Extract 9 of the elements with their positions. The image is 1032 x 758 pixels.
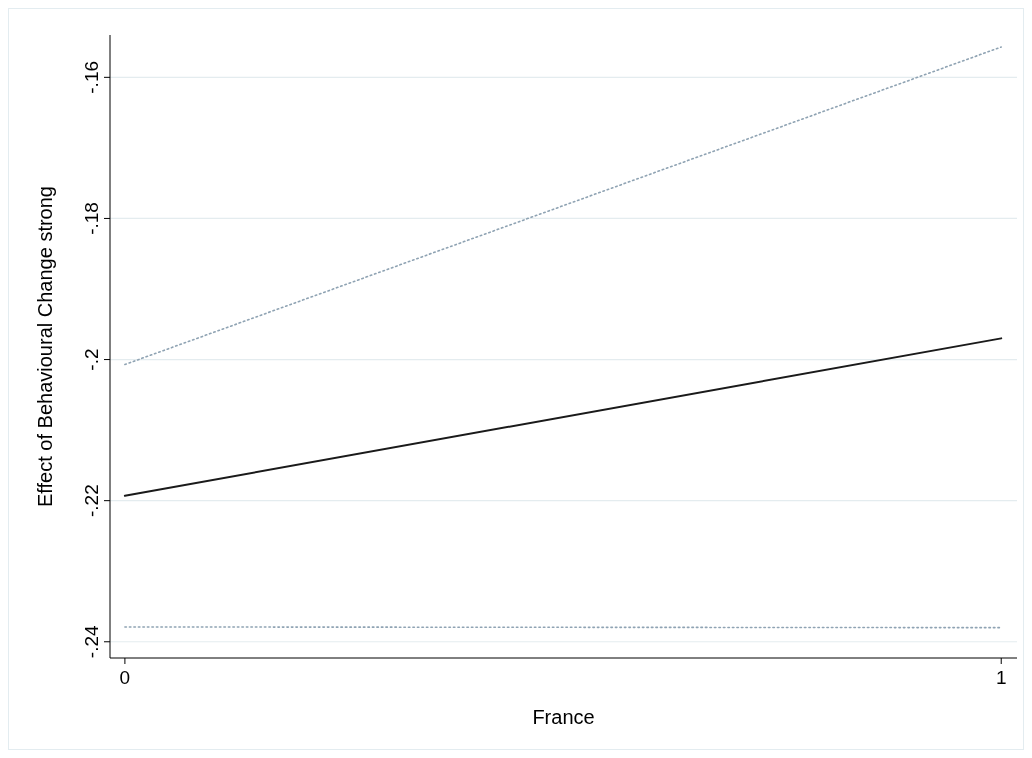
y-tick-label: -.2 [81, 348, 102, 371]
x-tick-label: 0 [119, 667, 131, 688]
x-axis-title: France [532, 706, 595, 728]
y-tick-label: -.18 [81, 202, 102, 235]
y-axis-title: Effect of Behavioural Change strong [34, 186, 56, 507]
y-tick-label: -.22 [81, 484, 102, 518]
y-tick-label: -.16 [81, 60, 102, 94]
y-tick-label: -.24 [81, 624, 102, 659]
x-tick-label: 1 [995, 667, 1007, 688]
